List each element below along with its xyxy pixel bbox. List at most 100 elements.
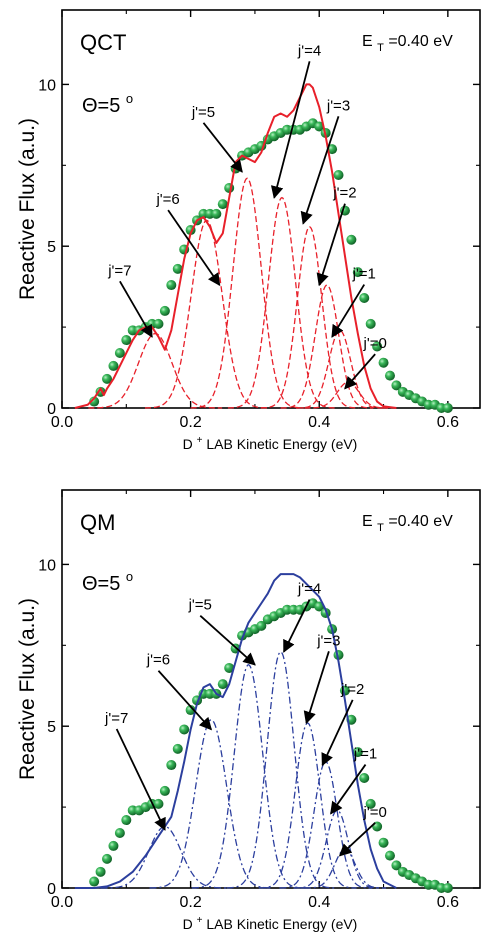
experimental-point [224, 662, 235, 673]
tick-layer: 0.0 0.2 0.4 0.6 0 5 10 [38, 10, 480, 431]
component-label: j'=6 [155, 191, 179, 208]
component-curve [293, 809, 381, 889]
plot-frame [61, 489, 481, 889]
data-layer [74, 83, 453, 413]
y-tick-label: 5 [47, 719, 56, 736]
experimental-point [372, 341, 383, 352]
experimental-point [159, 305, 170, 316]
component-label: j'=0 [363, 804, 387, 821]
annotation-arrow [300, 116, 340, 225]
experimental-point [359, 292, 370, 303]
experimental-point [108, 840, 119, 851]
component-curve [100, 825, 230, 889]
experimental-point [172, 263, 183, 274]
experimental-point [391, 380, 402, 391]
annotation-arrow [331, 284, 366, 338]
component-curve [149, 719, 273, 889]
x-tick-label: 0.4 [308, 414, 330, 431]
y-tick-label: 10 [38, 557, 56, 574]
x-tick-label: 0.2 [179, 414, 201, 431]
experimental-point [352, 747, 363, 758]
y-axis-label: Reactive Flux (a.u.) [16, 598, 39, 780]
energy-label-value: =0.40 eV [388, 33, 453, 50]
experimental-point [89, 396, 100, 407]
experimental-point [114, 347, 125, 358]
experimental-point [153, 318, 164, 329]
energy-label-sub: T [377, 42, 384, 54]
experimental-point [224, 182, 235, 193]
y-tick-label: 10 [38, 77, 56, 94]
component-label: j'=4 [297, 42, 321, 59]
x-axis-label: D + LAB Kinetic Energy (eV) [183, 910, 358, 932]
experimental-point [384, 370, 395, 381]
experimental-point [384, 850, 395, 861]
component-curve [260, 226, 359, 409]
experimental-point [256, 620, 267, 631]
component-curve [279, 761, 372, 889]
energy-label-main: E [362, 33, 373, 50]
x-axis-label-sup: + [197, 435, 203, 446]
x-tick-label: 0.6 [437, 894, 459, 911]
experimental-point [333, 170, 344, 181]
component-curve [88, 332, 223, 409]
component-label: j'=1 [352, 266, 376, 283]
experimental-point [327, 144, 338, 155]
x-axis-label-rest: LAB Kinetic Energy (eV) [206, 436, 357, 452]
y-axis-label: Reactive Flux (a.u.) [16, 118, 39, 300]
total-curve [74, 83, 397, 409]
experimental-point [211, 208, 222, 219]
experimental-point [346, 234, 357, 245]
component-label: j'=5 [188, 597, 212, 614]
x-tick-label: 0.6 [437, 414, 459, 431]
y-tick-label: 0 [47, 881, 56, 898]
annotation-arrow [202, 122, 243, 173]
annotation-arrow [344, 353, 376, 390]
component-curve [258, 722, 357, 889]
x-axis-label-sup: + [197, 915, 203, 926]
x-axis-label-rest: LAB Kinetic Energy (eV) [206, 916, 357, 932]
experimental-point [166, 280, 177, 291]
panel-label: QM [80, 510, 115, 535]
y-tick-label: 5 [47, 239, 56, 256]
experimental-point [378, 357, 389, 368]
experimental-point [391, 860, 402, 871]
component-label: j'=0 [363, 335, 387, 352]
experimental-point [372, 821, 383, 832]
experimental-point [153, 798, 164, 809]
energy-label: E T =0.40 eV [362, 33, 453, 55]
experimental-point [121, 815, 132, 826]
experimental-point [102, 373, 113, 384]
experimental-point [159, 785, 170, 796]
annotation-arrow [283, 599, 311, 653]
experimental-point [114, 827, 125, 838]
annotation-arrow [303, 651, 330, 725]
x-tick-label: 0.0 [51, 414, 73, 431]
experimental-point [108, 360, 119, 371]
experimental-point [166, 760, 177, 771]
angle-label-main: Θ=5 [82, 573, 120, 595]
experimental-point [121, 335, 132, 346]
component-label: j'=7 [104, 710, 128, 727]
component-label: j'=6 [146, 652, 170, 669]
annotation-arrow [321, 699, 354, 767]
angle-label-sup: o [126, 569, 133, 584]
annotation-layer: j'=7 j'=6 j'=5 j'=4 j'=3 j'=2 j'=1 j'=0 [107, 42, 387, 390]
experimental-point [217, 679, 228, 690]
component-label: j'=4 [297, 581, 321, 598]
experimental-point [102, 853, 113, 864]
experimental-point [185, 705, 196, 716]
tick-layer: 0.0 0.2 0.4 0.6 0 5 10 [38, 490, 480, 911]
plot-frame [61, 9, 481, 409]
energy-label-main: E [362, 513, 373, 530]
annotation-arrow [338, 822, 376, 857]
angle-label: Θ=5 o [82, 569, 133, 595]
annotation-arrow [119, 280, 153, 338]
experimental-point [217, 199, 228, 210]
data-layer [74, 573, 453, 893]
x-axis-label-main: D [183, 436, 193, 452]
energy-label: E T =0.40 eV [362, 513, 453, 535]
annotation-arrow [115, 728, 166, 831]
